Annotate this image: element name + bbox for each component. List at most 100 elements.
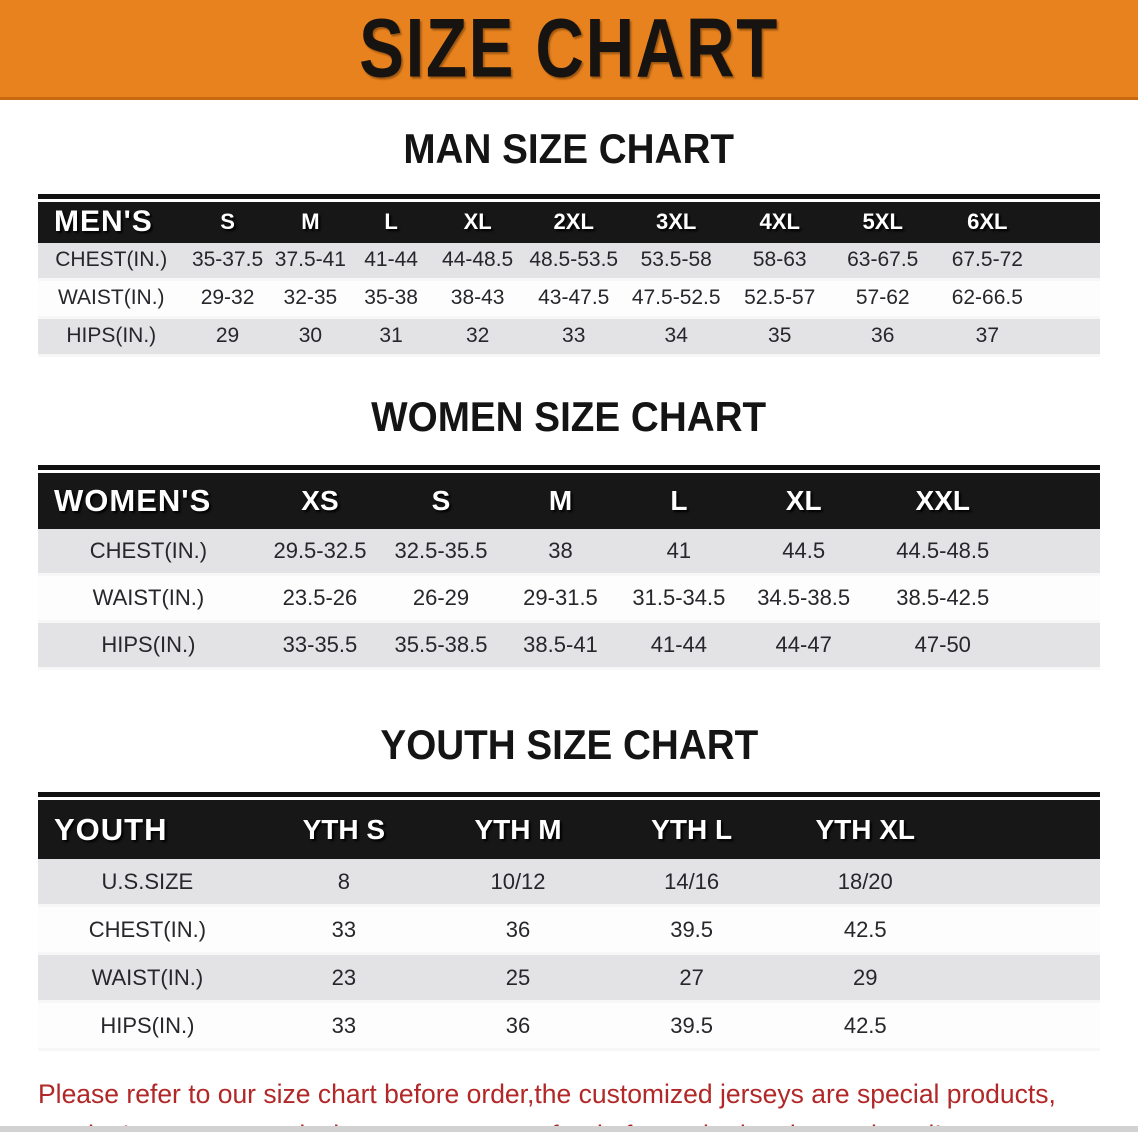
value-cell: 14/16 [664, 869, 720, 895]
value-cell: 29-32 [200, 285, 255, 309]
value-cell: 34 [664, 323, 688, 347]
value-cell: 36 [505, 1013, 531, 1039]
value-cell [1040, 317, 1100, 355]
value-cell: 33 [331, 917, 357, 943]
women-size-table: WOMEN'S XS S M L XL XXL CHEST(IN.) 29.5-32.5 32.5… [38, 473, 1100, 670]
table-row: U.S.SIZE 8 10/12 14/16 18/20 [38, 859, 1100, 906]
size-header-cell: M [301, 209, 320, 235]
row-label-cell: CHEST(IN.) [55, 247, 168, 271]
youth-size-table: YOUTH YTH S YTH M YTH L YTH XL U.S.SIZE 8 10/12… [38, 800, 1100, 1051]
youth-size-table-container: YOUTH YTH S YTH M YTH L YTH XL U.S.SIZE 8 10/12… [38, 792, 1100, 1052]
value-cell: 35-37.5 [191, 247, 264, 271]
table-row: CHEST(IN.) 35-37.5 37.5-41 41-44 44-48.5 48.5… [38, 242, 1100, 280]
size-header-cell: L [384, 209, 398, 235]
table-row: CHEST(IN.) 29.5-32.5 32.5-35.5 38 41 44.5 44.5… [38, 529, 1100, 575]
value-cell: 33 [331, 1013, 357, 1039]
size-header-cell: 2XL [553, 209, 594, 235]
value-cell: 44.5 [782, 538, 826, 564]
value-cell: 33-35.5 [282, 632, 358, 658]
man-section-heading: MAN SIZE CHART [0, 127, 1138, 171]
value-cell: 8 [337, 869, 350, 895]
table-title-cell: YOUTH [54, 811, 168, 847]
value-cell [1040, 279, 1100, 317]
table-header-row: MEN'S S M L XL 2XL 3XL 4XL 5XL 6XL [38, 201, 1100, 243]
size-header-cell: YTH M [474, 813, 562, 845]
value-cell: 42.5 [843, 917, 887, 943]
value-cell: 37.5-41 [274, 247, 346, 271]
value-cell [1016, 622, 1100, 669]
table-row: HIPS(IN.) 33-35.5 35.5-38.5 38.5-41 41-44 44-… [38, 621, 1100, 669]
value-cell: 57-62 [855, 285, 910, 309]
table-header-row: WOMEN'S XS S M L XL XXL [38, 473, 1100, 530]
value-cell: 41-44 [364, 247, 418, 271]
value-cell: 53.5-58 [640, 247, 712, 271]
value-cell: 63-67.5 [847, 247, 919, 271]
value-cell: 35 [768, 323, 792, 347]
value-cell: 39.5 [670, 917, 714, 943]
size-header-cell: 3XL [656, 209, 697, 235]
value-cell [952, 954, 1100, 1002]
value-cell: 44-48.5 [442, 247, 514, 271]
value-cell [1016, 575, 1100, 622]
row-label-cell: HIPS(IN.) [101, 632, 196, 658]
value-cell: 47-50 [914, 632, 971, 658]
value-cell: 23.5-26 [282, 585, 358, 611]
value-cell: 31.5-34.5 [632, 585, 726, 611]
value-cell: 39.5 [670, 1013, 714, 1039]
size-header-cell: XL [785, 485, 822, 517]
value-cell: 36 [871, 323, 895, 347]
value-cell: 25 [505, 965, 531, 991]
value-cell: 38.5-41 [523, 632, 598, 658]
value-cell: 29 [853, 965, 878, 991]
row-label-cell: HIPS(IN.) [66, 323, 157, 347]
value-cell: 32-35 [283, 285, 338, 309]
value-cell: 58-63 [752, 247, 807, 271]
man-size-table-container: MEN'S S M L XL 2XL 3XL 4XL 5XL 6XL CHEST(IN.) 35-37… [38, 193, 1100, 357]
row-label-cell: U.S.SIZE [101, 869, 194, 895]
size-header-cell [952, 800, 1100, 859]
value-cell: 10/12 [490, 869, 546, 895]
women-section-heading: WOMEN SIZE CHART [0, 394, 1138, 439]
size-header-cell: L [670, 485, 688, 517]
value-cell: 32.5-35.5 [394, 538, 488, 564]
value-cell: 35.5-38.5 [394, 632, 488, 658]
value-cell: 44.5-48.5 [896, 538, 990, 564]
value-cell [952, 859, 1100, 906]
value-cell: 37 [975, 323, 999, 347]
value-cell [952, 906, 1100, 954]
size-header-cell: XXL [915, 485, 971, 517]
size-header-cell: S [220, 209, 235, 235]
value-cell: 67.5-72 [951, 247, 1023, 271]
youth-section-heading-text: YOUTH SIZE CHART [380, 721, 758, 769]
youth-section-heading: YOUTH SIZE CHART [0, 723, 1138, 767]
size-header-cell: 5XL [862, 209, 903, 235]
size-chart-banner: SIZE CHART [0, 0, 1138, 100]
value-cell [1040, 243, 1100, 280]
size-header-cell [1016, 473, 1100, 529]
value-cell: 35-38 [364, 285, 418, 309]
value-cell: 27 [679, 965, 704, 991]
value-cell: 29 [215, 323, 240, 347]
value-cell: 43-47.5 [538, 285, 610, 309]
size-header-cell: YTH S [302, 813, 386, 845]
size-header-cell: XL [463, 209, 492, 235]
value-cell: 38.5-42.5 [896, 585, 990, 611]
value-cell: 41-44 [650, 632, 708, 658]
value-cell: 23 [331, 965, 357, 991]
table-row: HIPS(IN.) 29 30 31 32 33 34 35 36 37 [38, 317, 1100, 356]
value-cell: 32 [465, 323, 490, 347]
row-label-cell: CHEST(IN.) [89, 538, 208, 564]
size-header-cell: M [548, 485, 573, 517]
table-row: WAIST(IN.) 23.5-26 26-29 29-31.5 31.5-34.5 34… [38, 574, 1100, 622]
table-title-cell: MEN'S [54, 205, 153, 239]
value-cell: 38 [548, 538, 573, 564]
value-cell: 41 [666, 538, 692, 564]
size-header-cell: S [431, 485, 451, 517]
value-cell: 42.5 [843, 1013, 887, 1039]
women-size-table-container: WOMEN'S XS S M L XL XXL CHEST(IN.) 29.5-32.5 32.5… [38, 465, 1100, 671]
value-cell: 29.5-32.5 [273, 538, 367, 564]
man-section-heading-text: MAN SIZE CHART [403, 125, 735, 172]
row-label-cell: WAIST(IN.) [91, 965, 204, 991]
row-label-cell: HIPS(IN.) [100, 1013, 195, 1039]
size-header-cell: YTH XL [815, 813, 916, 845]
